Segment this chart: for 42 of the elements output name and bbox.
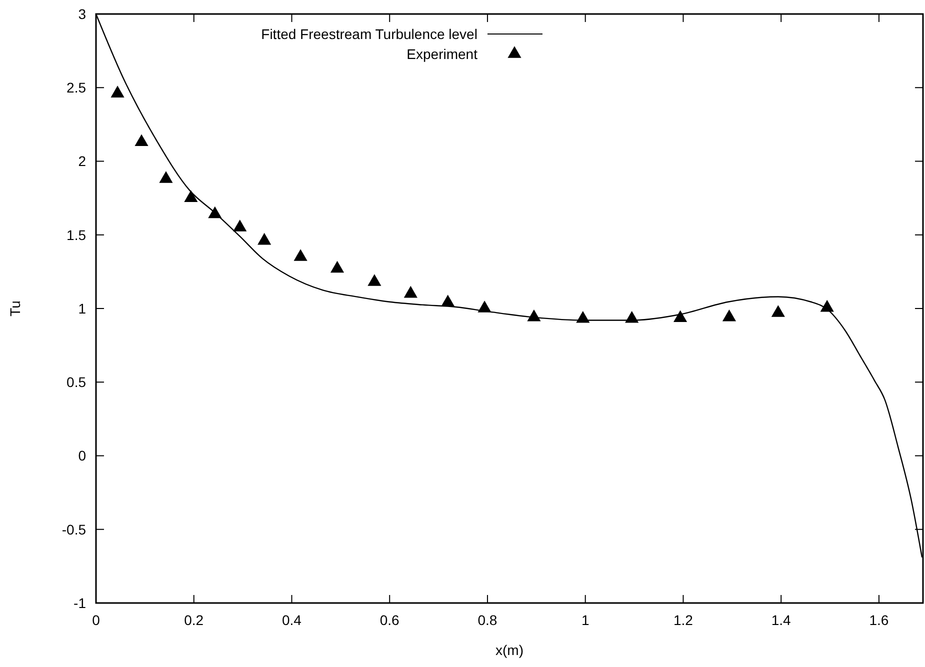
point [208,206,222,218]
point [576,310,590,323]
x-tick-label: 0.6 [380,612,400,628]
x-tick-label: 1.6 [869,612,889,628]
y-tick-label: 0 [78,448,86,464]
point [330,260,344,273]
point [771,305,785,317]
y-axis-title: Tu [7,300,23,316]
point [722,309,736,322]
x-tick-label: 0.4 [282,612,302,628]
y-tick-label: 1 [78,300,86,316]
y-tick-label: -1 [74,594,86,611]
point [404,286,418,298]
point [159,171,173,183]
y-tick-label: 3 [78,6,86,22]
x-axis-title: x(m) [496,642,524,658]
x-tick-label: 0.8 [478,612,498,628]
x-tick-label: 1.4 [771,612,792,628]
x-tick-label: 1.2 [673,612,694,628]
point [527,309,541,322]
y-tick-label: 1.5 [66,226,86,243]
point [258,232,272,245]
point [625,310,639,323]
legend-label: Experiment [406,46,478,62]
legend-label: Fitted Freestream Turbulence level [261,26,478,42]
point [478,300,492,312]
point [294,249,308,261]
y-tick-label: -0.5 [62,521,86,538]
point [184,190,198,202]
x-tick-label: 0.2 [184,612,204,628]
y-tick-label: 2 [78,153,86,170]
point [441,294,455,307]
point [110,86,124,98]
point [134,134,148,146]
point [673,310,688,322]
y-tick-label: 2.5 [66,80,86,96]
point [233,220,247,232]
y-tick-label: 0.5 [66,374,86,390]
point [820,300,834,312]
point [368,274,382,286]
x-tick-label: 0 [92,612,100,628]
x-tick-label: 1 [581,612,590,628]
